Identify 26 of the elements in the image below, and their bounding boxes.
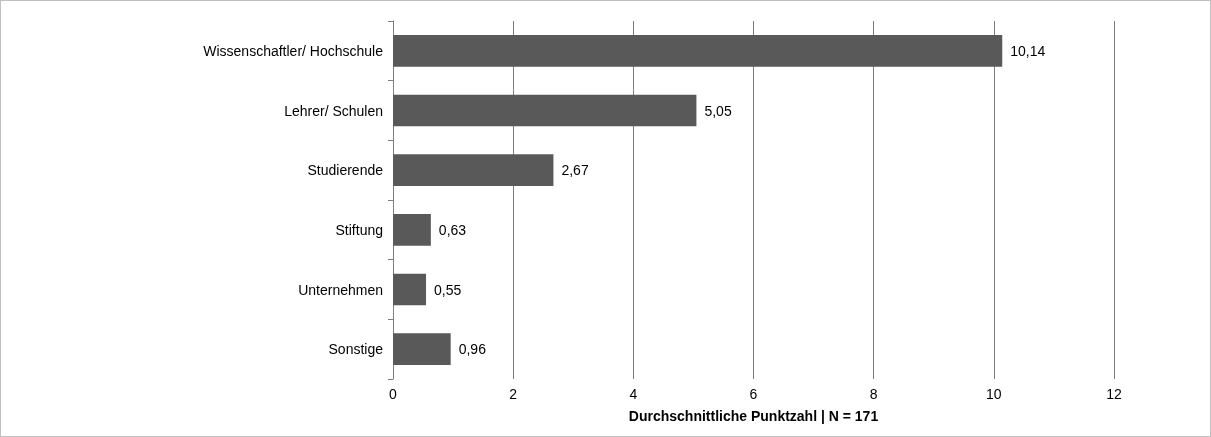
data-label: 0,63 [438, 221, 467, 238]
x-axis-title: Durchschnittliche Punktzahl | N = 171 [628, 408, 879, 424]
data-label: 5,05 [704, 102, 732, 119]
data-label: 2,67 [561, 162, 589, 179]
x-tick-label: 6 [749, 386, 758, 402]
data-label: 10,14 [1010, 42, 1046, 59]
bar [393, 35, 1003, 67]
x-tick-label: 2 [509, 386, 518, 402]
y-tick-label: Lehrer/ Schulen [284, 102, 383, 119]
x-tick-label: 8 [869, 386, 878, 402]
y-tick-label: Wissenschaftler/ Hochschule [203, 42, 384, 59]
x-tick-label: 0 [389, 386, 398, 402]
bar [393, 94, 697, 127]
x-tick-label: 10 [986, 386, 1002, 402]
x-tick-label: 4 [629, 386, 638, 402]
data-label: 0,55 [434, 281, 462, 298]
bar [393, 273, 427, 306]
x-tick-label: 12 [1106, 386, 1122, 402]
bar [393, 214, 431, 246]
bar [393, 154, 554, 186]
y-tick-label: Studierende [307, 162, 384, 179]
y-tick-label: Stiftung [335, 221, 383, 238]
y-tick-label: Sonstige [328, 341, 384, 358]
y-tick-label: Unternehmen [298, 281, 383, 298]
data-label: 0,96 [458, 341, 487, 358]
bar [393, 333, 451, 365]
